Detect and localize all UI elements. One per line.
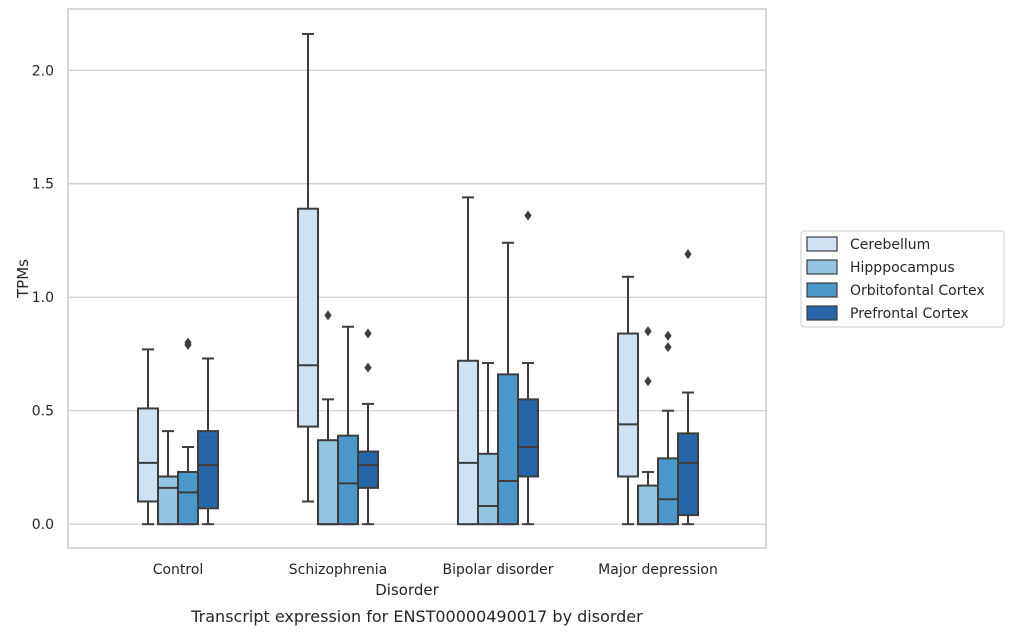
box bbox=[677, 432, 699, 517]
outlier-point bbox=[364, 362, 372, 373]
box bbox=[457, 359, 479, 526]
box-group bbox=[457, 196, 479, 526]
y-tick-label: 1.5 bbox=[32, 177, 54, 193]
box-group bbox=[177, 337, 199, 526]
box bbox=[517, 398, 539, 478]
x-tick-labels: Control Schizophrenia Bipolar disorder Majo… bbox=[153, 562, 718, 578]
box-group bbox=[657, 330, 679, 526]
y-tick-label: 2.0 bbox=[32, 63, 54, 79]
x-axis-label: Disorder bbox=[375, 581, 439, 599]
legend-label: Prefrontal Cortex bbox=[850, 306, 969, 322]
gridlines bbox=[68, 69, 766, 525]
box-group bbox=[517, 210, 539, 526]
box bbox=[357, 450, 379, 489]
box bbox=[477, 452, 499, 526]
box bbox=[657, 457, 679, 526]
outlier-point bbox=[184, 337, 192, 348]
box-group bbox=[297, 32, 319, 503]
outlier-point bbox=[524, 210, 532, 221]
box bbox=[617, 332, 639, 478]
box-group bbox=[497, 241, 519, 526]
box-group bbox=[197, 357, 219, 526]
y-tick-label: 1.0 bbox=[32, 290, 54, 306]
box bbox=[137, 407, 159, 503]
plot-frame bbox=[67, 8, 767, 549]
box-group bbox=[637, 326, 659, 526]
outlier-point bbox=[324, 310, 332, 321]
x-tick-label: Major depression bbox=[598, 562, 718, 578]
boxes-layer bbox=[137, 32, 699, 526]
chart-caption: Transcript expression for ENST0000049001… bbox=[190, 607, 643, 626]
box-group bbox=[137, 348, 159, 526]
box-group bbox=[157, 430, 179, 526]
x-tick-label: Bipolar disorder bbox=[442, 562, 553, 578]
outlier-point bbox=[684, 249, 692, 260]
box bbox=[297, 207, 319, 428]
outlier-point bbox=[364, 328, 372, 339]
box bbox=[337, 434, 359, 526]
legend-label: Orbitofontal Cortex bbox=[850, 283, 985, 299]
box-group bbox=[617, 275, 639, 526]
box bbox=[157, 475, 179, 526]
box bbox=[637, 484, 659, 526]
outlier-point bbox=[664, 342, 672, 353]
box-group bbox=[677, 249, 699, 526]
box-group bbox=[477, 362, 499, 526]
x-tick-label: Control bbox=[153, 562, 204, 578]
y-tick-label: 0.0 bbox=[32, 517, 54, 533]
legend-swatch bbox=[806, 282, 838, 298]
legend-swatch bbox=[806, 236, 838, 252]
legend-frame bbox=[800, 230, 1005, 328]
box bbox=[177, 470, 199, 526]
outlier-point bbox=[664, 330, 672, 341]
box-group bbox=[317, 310, 339, 526]
box bbox=[317, 439, 339, 526]
legend-swatch bbox=[806, 305, 838, 321]
box-group bbox=[337, 325, 359, 526]
box bbox=[197, 430, 219, 510]
box-group bbox=[357, 328, 379, 526]
x-tick-label: Schizophrenia bbox=[289, 562, 387, 578]
outlier-point bbox=[644, 376, 652, 387]
legend-swatch bbox=[806, 259, 838, 275]
y-tick-label: 0.5 bbox=[32, 404, 54, 420]
box bbox=[497, 373, 519, 526]
legend: Cerebellum Hipppocampus Orbitofontal Corte… bbox=[800, 230, 1005, 328]
y-tick-labels: 0.0 0.5 1.0 1.5 2.0 bbox=[32, 63, 54, 533]
legend-label: Cerebellum bbox=[850, 237, 930, 253]
legend-label: Hipppocampus bbox=[850, 260, 955, 276]
outlier-point bbox=[644, 326, 652, 337]
y-axis-label: TPMs bbox=[14, 259, 32, 299]
